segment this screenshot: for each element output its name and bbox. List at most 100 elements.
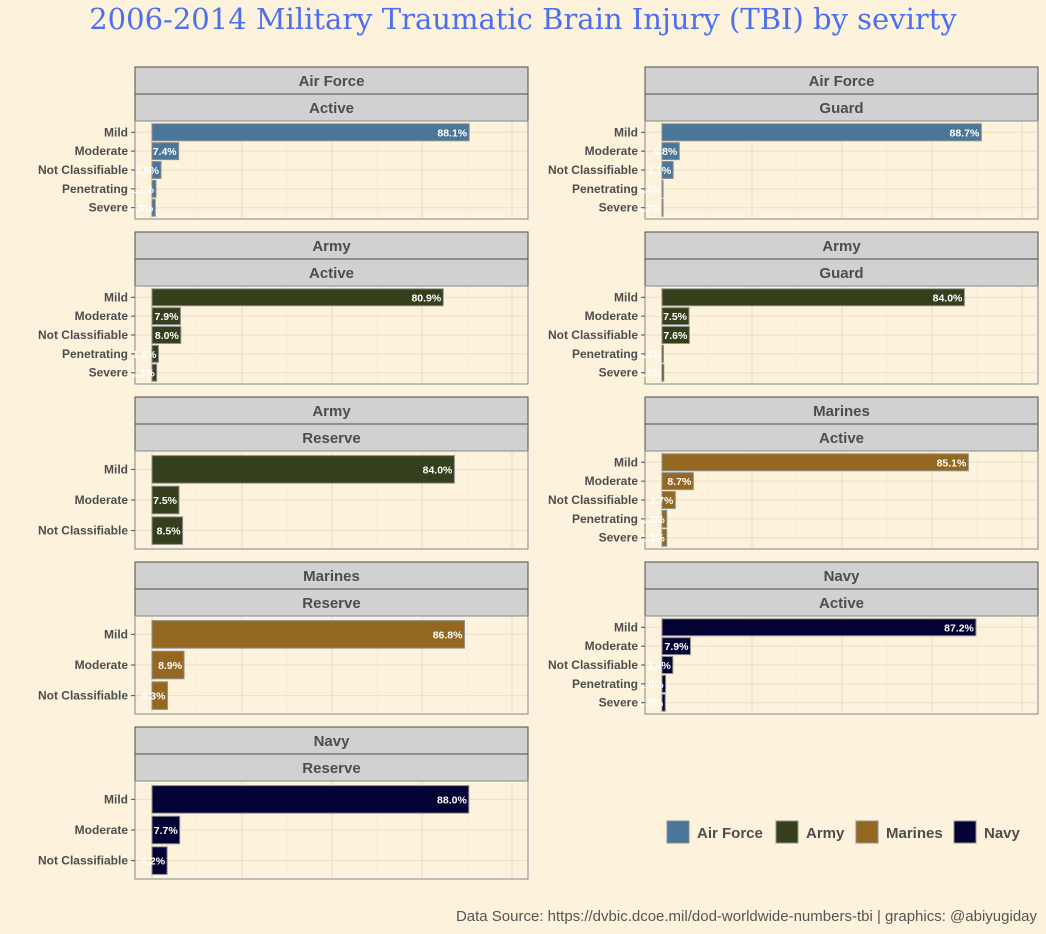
strip-component bbox=[644, 258, 1039, 287]
legend-key-navy bbox=[953, 820, 977, 844]
strip-component bbox=[644, 93, 1039, 122]
data-label: 0.9% bbox=[129, 203, 154, 215]
strip-component-label: Active bbox=[309, 100, 354, 117]
strip-component bbox=[134, 423, 529, 452]
strip-branch-label: Navy bbox=[824, 568, 861, 585]
bar-not-classifiable bbox=[661, 656, 674, 674]
y-tick-label: Not Classifiable bbox=[548, 328, 638, 342]
bar-not-classifiable bbox=[661, 161, 674, 179]
bar-severe bbox=[661, 198, 664, 217]
y-tick-label: Mild bbox=[104, 792, 128, 806]
strip-branch-label: Marines bbox=[813, 403, 870, 420]
data-label: 1.3% bbox=[641, 514, 666, 526]
y-tick-label: Mild bbox=[614, 125, 638, 139]
legend: Air Force Army Marines Navy bbox=[666, 820, 1021, 844]
strip-component-label: Guard bbox=[819, 100, 863, 117]
strip-branch-label: Air Force bbox=[809, 73, 875, 90]
y-tick-label: Severe bbox=[599, 531, 639, 545]
strip-branch-label: Navy bbox=[314, 733, 351, 750]
bar-moderate bbox=[151, 485, 180, 515]
bar-not-classifiable bbox=[151, 516, 184, 545]
strip-branch bbox=[134, 66, 529, 95]
data-label: 1.3% bbox=[131, 368, 156, 380]
data-label: 8.5% bbox=[157, 526, 182, 538]
y-tick-label: Penetrating bbox=[572, 512, 638, 526]
data-label: 2.5% bbox=[135, 165, 160, 177]
data-label: 0.5% bbox=[638, 368, 663, 380]
data-label: 7.9% bbox=[155, 311, 180, 323]
data-label: 87.2% bbox=[944, 622, 974, 634]
bar-not-classifiable bbox=[151, 326, 182, 344]
strip-branch bbox=[644, 231, 1039, 260]
strip-component-label: Active bbox=[819, 430, 864, 447]
y-tick-label: Mild bbox=[104, 125, 128, 139]
strip-component-label: Active bbox=[309, 265, 354, 282]
data-label: 1.1% bbox=[130, 184, 155, 196]
legend-label-army: Army bbox=[806, 825, 845, 842]
data-label: 85.1% bbox=[937, 457, 967, 469]
data-label: 0.3% bbox=[637, 203, 662, 215]
y-tick-label: Mild bbox=[614, 620, 638, 634]
data-label: 86.8% bbox=[433, 629, 463, 641]
data-label: 3.7% bbox=[649, 495, 674, 507]
legend-label-air-force: Air Force bbox=[697, 825, 763, 842]
bar-moderate bbox=[661, 142, 680, 161]
bar-moderate bbox=[151, 815, 181, 845]
strip-component-label: Reserve bbox=[302, 760, 360, 777]
y-tick-label: Moderate bbox=[585, 639, 639, 653]
bar-moderate bbox=[151, 142, 180, 161]
bar-mild bbox=[151, 288, 444, 307]
data-label: 7.5% bbox=[153, 495, 178, 507]
strip-component-label: Reserve bbox=[302, 595, 360, 612]
panel-marines-reserve: Marines Reserve 86.8% Mild 8.9% Moderate 4.3% N… bbox=[38, 561, 529, 715]
bar-moderate bbox=[661, 637, 691, 656]
bar-mild bbox=[151, 455, 455, 484]
y-tick-label: Not Classifiable bbox=[38, 689, 128, 703]
strip-component bbox=[644, 423, 1039, 452]
bar-mild bbox=[151, 123, 470, 142]
data-source-caption: Data Source: https://dvbic.dcoe.mil/dod-… bbox=[455, 908, 1037, 925]
data-label: 7.9% bbox=[665, 641, 690, 653]
legend-key-air-force bbox=[666, 820, 690, 844]
y-tick-label: Severe bbox=[599, 696, 639, 710]
data-label: 88.1% bbox=[437, 127, 467, 139]
strip-component-label: Active bbox=[819, 595, 864, 612]
y-tick-label: Not Classifiable bbox=[548, 658, 638, 672]
bar-penetrating bbox=[661, 509, 668, 528]
legend-label-marines: Marines bbox=[886, 825, 943, 842]
legend-label-navy: Navy bbox=[984, 825, 1021, 842]
strip-branch bbox=[134, 231, 529, 260]
y-tick-label: Moderate bbox=[75, 309, 129, 323]
panel-army-active: Army Active 80.9% Mild 7.9% Moderate 8.0% Not C… bbox=[38, 231, 529, 385]
data-label: 4.2% bbox=[141, 856, 166, 868]
legend-key-army bbox=[775, 820, 799, 844]
data-label: 7.4% bbox=[153, 146, 178, 158]
y-tick-label: Not Classifiable bbox=[38, 328, 128, 342]
y-tick-label: Not Classifiable bbox=[38, 854, 128, 868]
y-tick-label: Mild bbox=[104, 290, 128, 304]
bar-mild bbox=[661, 123, 982, 142]
data-label: 8.7% bbox=[667, 476, 692, 488]
panel-navy-active: Navy Active 87.2% Mild 7.9% Moderate 3.0% Not C… bbox=[548, 561, 1039, 715]
data-label: 1.0% bbox=[640, 679, 665, 691]
strip-component bbox=[134, 93, 529, 122]
y-tick-label: Mild bbox=[614, 290, 638, 304]
y-tick-label: Penetrating bbox=[62, 182, 128, 196]
data-label: 80.9% bbox=[411, 292, 441, 304]
y-tick-label: Severe bbox=[599, 201, 639, 215]
bar-penetrating bbox=[661, 179, 664, 198]
strip-branch bbox=[644, 561, 1039, 590]
bar-penetrating bbox=[151, 344, 159, 363]
y-tick-label: Not Classifiable bbox=[38, 524, 128, 538]
data-label: 4.8% bbox=[653, 146, 678, 158]
strip-branch bbox=[644, 396, 1039, 425]
y-tick-label: Moderate bbox=[75, 658, 129, 672]
y-tick-label: Not Classifiable bbox=[548, 163, 638, 177]
bar-penetrating bbox=[661, 674, 667, 693]
panel-army-guard: Army Guard 84.0% Mild 7.5% Moderate 7.6% Not Cl… bbox=[548, 231, 1039, 385]
bar-severe bbox=[661, 528, 668, 547]
chart-title: 2006-2014 Military Traumatic Brain Injur… bbox=[89, 2, 957, 36]
y-tick-label: Moderate bbox=[585, 144, 639, 158]
strip-branch-label: Army bbox=[822, 238, 861, 255]
